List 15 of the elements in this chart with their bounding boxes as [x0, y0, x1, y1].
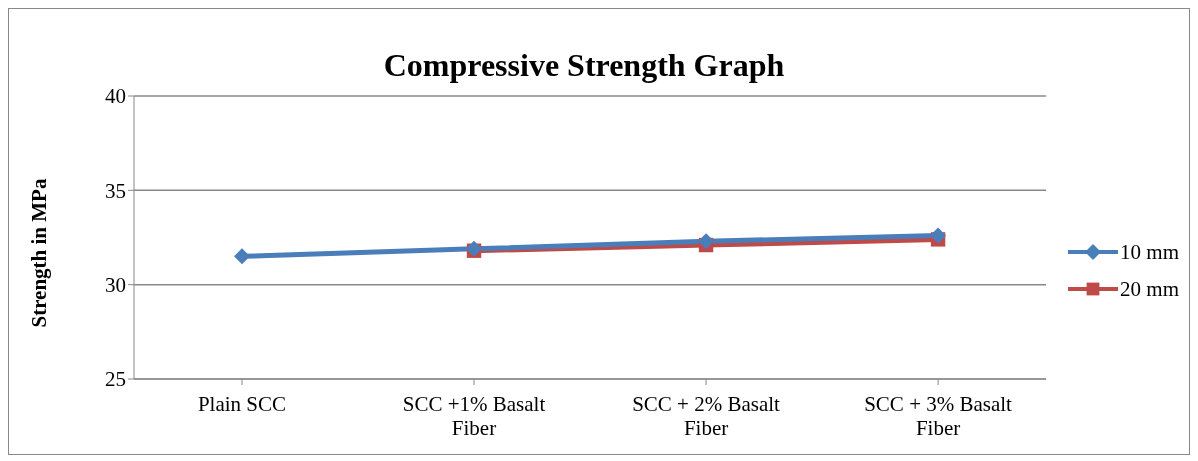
y-tick-label: 30: [105, 273, 126, 298]
chart-title: Compressive Strength Graph: [382, 47, 786, 84]
legend-label: 20 mm: [1120, 276, 1179, 302]
y-tick-label: 25: [105, 367, 126, 392]
x-tick-label: Plain SCC: [197, 392, 287, 416]
y-tick-label: 35: [105, 178, 126, 203]
x-tick-label: SCC +1% Basalt Fiber: [402, 392, 546, 440]
y-tick-label: 40: [105, 84, 126, 109]
x-tick-label: SCC + 3% Basalt Fiber: [864, 392, 1013, 440]
y-axis-title: Strength in MPa: [27, 178, 52, 328]
point: [930, 227, 947, 244]
x-tick-label: SCC + 2% Basalt Fiber: [632, 392, 781, 440]
legend-label: 10 mm: [1120, 239, 1179, 265]
point: [234, 248, 250, 265]
point: [698, 233, 715, 250]
